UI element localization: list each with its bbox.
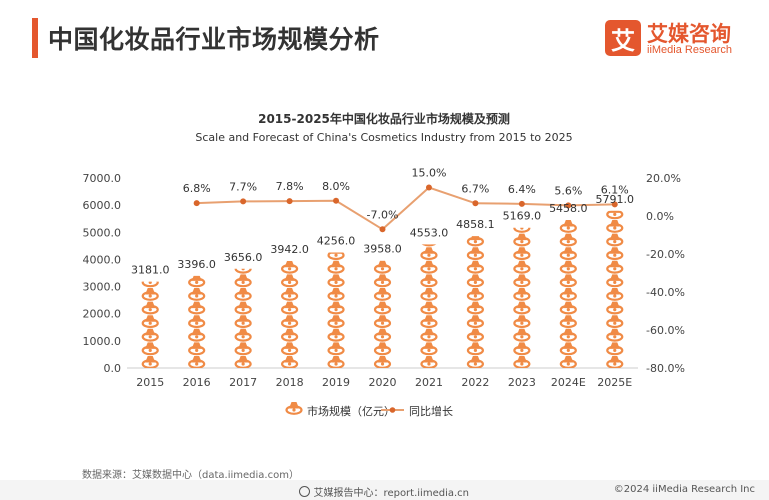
data-labels: 3181.0 3396.0 3656.0 3942.0 4256.0 3958.0 4553… <box>131 167 634 277</box>
growth-value-label: 7.7% <box>229 180 257 193</box>
growth-value-label: 6.7% <box>461 182 489 195</box>
x-tick-label: 2018 <box>276 376 304 389</box>
y-left-tick-label: 2000.0 <box>83 308 122 321</box>
chart-axes: 0.0 1000.0 2000.0 3000.0 4000.0 5000.0 6000.0 7… <box>83 172 685 389</box>
bar-value-label: 3958.0 <box>363 243 402 256</box>
y-right-tick-label: -20.0% <box>646 248 685 261</box>
brand-subtitle: iiMedia Research <box>647 44 732 56</box>
y-right-tick-label: 0.0% <box>646 210 674 223</box>
growth-point <box>518 200 525 207</box>
title-accent-bar <box>32 18 38 58</box>
footer-bar: 艾媒报告中心：report.iimedia.cn ©2024 iiMedia R… <box>0 480 769 500</box>
bar-value-label: 3656.0 <box>224 251 263 264</box>
growth-value-label: 8.0% <box>322 180 350 193</box>
growth-point <box>425 184 432 191</box>
growth-value-label: 5.6% <box>554 184 582 197</box>
bar <box>606 210 624 368</box>
y-left-tick-label: 7000.0 <box>83 172 122 185</box>
y-left-tick-label: 0.0 <box>104 362 122 375</box>
growth-point <box>193 200 200 207</box>
bar-value-label: 3181.0 <box>131 264 170 277</box>
y-left-tick-label: 6000.0 <box>83 199 122 212</box>
x-tick-label: 2019 <box>322 376 350 389</box>
growth-value-label: 7.8% <box>276 180 304 193</box>
y-left-tick-label: 1000.0 <box>83 335 122 348</box>
growth-point <box>472 200 479 207</box>
x-tick-label: 2025E <box>597 376 632 389</box>
growth-value-label: 6.8% <box>183 182 211 195</box>
legend: 市场规模（亿元） 同比增长 <box>285 400 453 418</box>
bar <box>513 227 531 368</box>
report-center-link[interactable]: 艾媒报告中心：report.iimedia.cn <box>313 488 469 499</box>
chart-subtitle: Scale and Forecast of China's Cosmetics … <box>195 131 572 144</box>
bar <box>141 281 159 368</box>
brand-name: 艾媒咨询 <box>647 22 731 46</box>
growth-value-label: 6.4% <box>508 183 536 196</box>
x-tick-label: 2024E <box>551 376 586 389</box>
bar-value-label: 4553.0 <box>410 226 449 239</box>
bar <box>420 244 438 368</box>
bar <box>327 252 345 368</box>
bar-value-label: 5458.0 <box>549 202 588 215</box>
globe-icon <box>298 486 310 497</box>
chart-title: 2015-2025年中国化妆品行业市场规模及预测 <box>258 111 510 126</box>
bar <box>280 261 299 369</box>
growth-line-series <box>193 184 618 233</box>
x-tick-label: 2020 <box>369 376 397 389</box>
page-title: 中国化妆品行业市场规模分析 <box>48 25 380 54</box>
bar-value-label: 3942.0 <box>270 243 309 256</box>
bar-value-label: 5169.0 <box>503 210 542 223</box>
x-tick-label: 2015 <box>136 376 164 389</box>
bar <box>234 268 252 368</box>
y-left-tick-label: 3000.0 <box>83 281 122 294</box>
y-right-tick-label: -80.0% <box>646 362 685 375</box>
bar <box>373 260 392 368</box>
bar-value-label: 3396.0 <box>177 258 216 271</box>
y-left-tick-label: 5000.0 <box>83 226 122 239</box>
legend-bar-label: 市场规模（亿元） <box>307 404 395 418</box>
bar-value-label: 4858.1 <box>456 218 495 231</box>
bar <box>559 219 577 368</box>
growth-point <box>240 198 247 205</box>
bar <box>188 275 206 368</box>
copyright-text: ©2024 iiMedia Research Inc <box>613 484 755 495</box>
growth-point <box>286 198 293 205</box>
growth-value-label: 6.1% <box>601 183 629 196</box>
growth-value-label: 15.0% <box>411 167 446 180</box>
x-tick-label: 2017 <box>229 376 257 389</box>
growth-value-label: -7.0% <box>367 208 399 221</box>
x-tick-label: 2022 <box>461 376 489 389</box>
growth-point <box>565 202 572 209</box>
y-right-tick-label: -40.0% <box>646 286 685 299</box>
legend-line-label: 同比增长 <box>409 404 453 418</box>
y-right-tick-label: -60.0% <box>646 324 685 337</box>
growth-line <box>196 186 615 231</box>
y-left-tick-label: 4000.0 <box>83 253 122 266</box>
y-right-tick-label: 20.0% <box>646 172 681 185</box>
x-tick-label: 2021 <box>415 376 443 389</box>
x-tick-label: 2016 <box>183 376 211 389</box>
bar <box>466 236 485 368</box>
legend-line-marker <box>389 407 396 413</box>
bar-value-label: 4256.0 <box>317 234 356 247</box>
x-tick-label: 2023 <box>508 376 536 389</box>
bar-value-label: 5791.0 <box>596 193 635 206</box>
growth-point <box>379 226 386 233</box>
market-scale-chart: 2015-2025年中国化妆品行业市场规模及预测 Scale and Forec… <box>83 111 685 418</box>
growth-point <box>333 197 340 204</box>
brand-logo: 艾 艾媒咨询 iiMedia Research <box>605 18 755 62</box>
growth-point <box>611 201 618 208</box>
legend-bar-icon <box>285 400 303 415</box>
data-source-note: 数据来源：艾媒数据中心（data.iimedia.com） <box>82 470 299 481</box>
brand-mark-icon: 艾 <box>605 20 641 56</box>
